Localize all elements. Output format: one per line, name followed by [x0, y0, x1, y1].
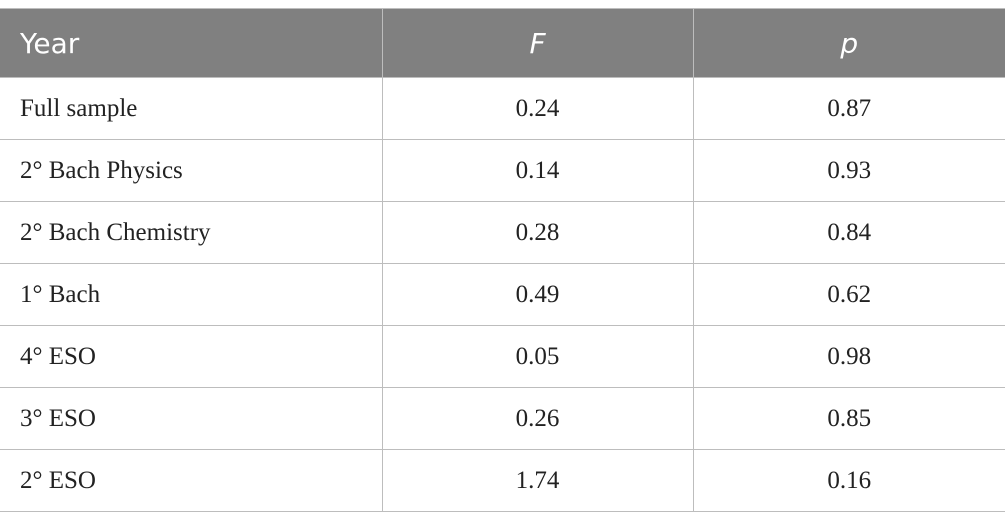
value-cell: 0.87	[692, 77, 1005, 140]
table-row: 3° ESO 0.26 0.85	[0, 387, 1005, 450]
header-cell: Year	[0, 8, 383, 78]
table-row: 1° Bach 0.49 0.62	[0, 263, 1005, 326]
value-cell: 0.84	[692, 201, 1005, 264]
table-row: 4° ESO 0.05 0.98	[0, 325, 1005, 388]
year-cell: 2° Bach Chemistry	[0, 201, 383, 264]
value-cell: 0.98	[692, 325, 1005, 388]
year-cell: Full sample	[0, 77, 383, 140]
value-cell: 0.62	[692, 263, 1005, 326]
header-cell: p	[692, 8, 1005, 78]
year-cell: 3° ESO	[0, 387, 383, 450]
year-cell: 2° Bach Physics	[0, 139, 383, 202]
value-cell: 0.16	[692, 449, 1005, 512]
value-cell: 0.24	[381, 77, 694, 140]
year-cell: 1° Bach	[0, 263, 383, 326]
value-cell: 1.74	[381, 449, 694, 512]
table-row: 2° Bach Physics 0.14 0.93	[0, 139, 1005, 202]
value-cell: 0.49	[381, 263, 694, 326]
value-cell: 0.14	[381, 139, 694, 202]
header-cell: F	[381, 8, 694, 78]
value-cell: 0.26	[381, 387, 694, 450]
table-body: Full sample 0.24 0.87 2° Bach Physics 0.14 0.…	[0, 77, 1005, 512]
value-cell: 0.93	[692, 139, 1005, 202]
value-cell: 0.28	[381, 201, 694, 264]
value-cell: 0.85	[692, 387, 1005, 450]
year-cell: 2° ESO	[0, 449, 383, 512]
table-row: 2° Bach Chemistry 0.28 0.84	[0, 201, 1005, 264]
table-row: 2° ESO 1.74 0.16	[0, 449, 1005, 512]
year-cell: 4° ESO	[0, 325, 383, 388]
value-cell: 0.05	[381, 325, 694, 388]
table-row: Full sample 0.24 0.87	[0, 77, 1005, 140]
